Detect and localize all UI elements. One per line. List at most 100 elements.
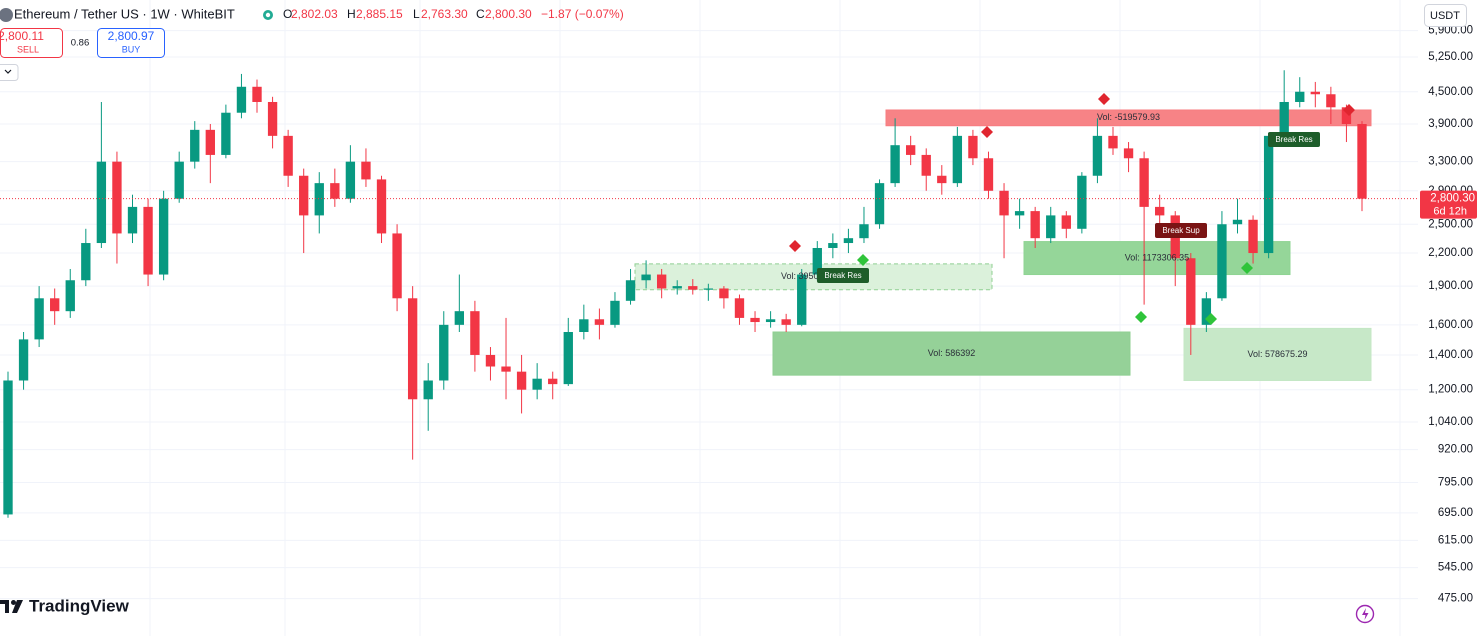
candle-body [1139,158,1149,207]
horizontal-grid [0,30,1418,600]
candle-body [516,371,527,390]
candle-body [190,129,200,162]
candle-body [485,354,496,367]
candle-body [205,129,215,155]
signal-diamond [1098,93,1110,105]
y-tick-label: 1,040.00 [1428,416,1473,428]
y-tick-label: 2,500.00 [1428,218,1473,230]
candle-body [392,233,402,299]
ohlc-key: O [283,7,292,21]
ohlc-value: 2,885.15 [356,7,403,21]
lightning-icon [1362,608,1369,620]
candle-body [703,288,714,290]
zone-label: Vol: -519579.93 [1097,112,1160,122]
ohlc-value: 2,800.30 [485,7,532,21]
annotation-label: Break Res [824,271,861,280]
candle-body [96,161,107,244]
price-tag [1420,190,1477,219]
chevron-icon [4,69,12,74]
candle-body [174,161,184,199]
y-tick-label: 475.00 [1438,593,1473,605]
candle-body [532,378,542,390]
candle-body [999,190,1009,216]
candle-body [548,378,558,385]
candle-body [843,238,854,244]
y-tick-label: 2,200.00 [1428,247,1473,259]
candle-body [143,206,153,275]
signal-diamond [1135,311,1147,323]
candle-body [345,161,356,199]
candle-body [719,288,729,299]
zone-label: Vol: 3950227.87 [781,271,846,281]
candle-body [252,86,262,102]
candle-body [112,161,122,234]
y-tick-label: 545.00 [1438,562,1473,574]
candle-body [439,324,449,381]
candle-body [1232,219,1243,225]
candle-body [874,183,885,225]
spread: 0.86 [71,38,90,49]
candle-body [18,339,29,381]
market-status-dot [265,12,271,18]
y-tick-label: 695.00 [1438,507,1473,519]
candle-body [407,298,418,400]
candle-body [1217,224,1227,299]
candle-body [1248,219,1258,254]
candle-body [937,175,947,184]
candle-body [1326,94,1336,108]
buy-label: BUY [122,44,141,54]
zone-label: Vol: 586392 [928,348,976,358]
candle-body [797,274,807,325]
candle-body [1061,215,1071,229]
candle-body [1295,91,1305,102]
candle-body [361,161,371,180]
candle-body [641,274,651,281]
brand-name: TradingView [29,596,130,615]
currency-button[interactable] [1424,4,1467,27]
candle-body [688,286,698,290]
ohlc-change: −1.87 (−0.07%) [541,7,624,21]
candle-body [750,317,760,323]
y-tick-label: 3,300.00 [1428,156,1473,168]
symbol-icon [0,8,13,22]
candle-body [594,319,605,325]
candle-body [1108,135,1118,149]
candle-body [579,319,589,332]
ohlc-key: L [413,7,420,21]
y-tick-label: 615.00 [1438,534,1473,546]
candle-body [983,158,994,191]
candle-body [1030,211,1040,239]
buy-button[interactable] [97,28,165,58]
signal-diamond [1241,262,1253,274]
candle-body [1014,211,1025,216]
signal-diamond [1205,313,1217,325]
candle-body [563,331,573,385]
candle-body [34,298,44,340]
candle-body [968,135,978,159]
y-tick-label: 4,500.00 [1428,86,1473,98]
candle-body [828,243,838,248]
signal-diamond [1343,104,1355,116]
candle-body [423,380,433,400]
candle-body [890,145,900,184]
y-tick-label: 3,900.00 [1428,118,1473,130]
candle-body [454,311,465,325]
candle-body [672,286,682,289]
axis-background [1418,0,1477,636]
candle-body [314,183,324,216]
annotation-box [1155,223,1207,238]
candle-body [952,135,963,184]
signal-diamond [789,240,801,252]
candle-body [3,380,13,515]
overlay: Vol: -519579.93 Vol: 3950227.87 Vol: 11733… [0,93,1418,359]
candle-body [1092,135,1103,176]
candle-body [859,224,869,239]
candle-body [921,154,931,176]
sell-button[interactable] [0,28,63,58]
annotation-box [817,268,869,283]
signal-diamond [857,254,869,266]
candle-body [221,112,231,155]
candle-body [905,145,916,155]
